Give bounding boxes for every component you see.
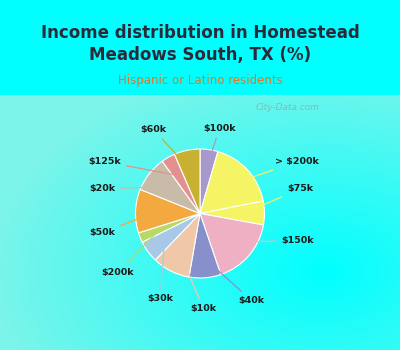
Wedge shape [200,152,263,214]
Wedge shape [142,214,200,260]
Text: $50k: $50k [89,213,154,237]
Text: > $200k: > $200k [235,158,319,183]
Text: $150k: $150k [236,236,314,245]
Text: $200k: $200k [101,232,157,277]
Text: $40k: $40k [206,259,265,305]
Text: $60k: $60k [140,125,189,168]
Wedge shape [174,149,200,214]
Wedge shape [136,189,200,233]
Text: $75k: $75k [246,184,313,212]
Text: $20k: $20k [89,184,163,194]
Text: Income distribution in Homestead
Meadows South, TX (%): Income distribution in Homestead Meadows… [41,24,359,64]
Wedge shape [140,161,200,214]
Wedge shape [189,214,221,278]
Text: $125k: $125k [88,158,176,175]
Text: $10k: $10k [181,255,216,313]
Text: $30k: $30k [147,242,173,303]
Wedge shape [162,154,200,214]
Wedge shape [200,201,264,225]
Wedge shape [155,214,200,277]
Text: $100k: $100k [203,124,236,167]
Text: Hispanic or Latino residents: Hispanic or Latino residents [118,74,282,87]
Text: City-Data.com: City-Data.com [255,103,319,112]
Wedge shape [138,214,200,242]
Wedge shape [200,149,218,214]
Wedge shape [200,214,264,274]
